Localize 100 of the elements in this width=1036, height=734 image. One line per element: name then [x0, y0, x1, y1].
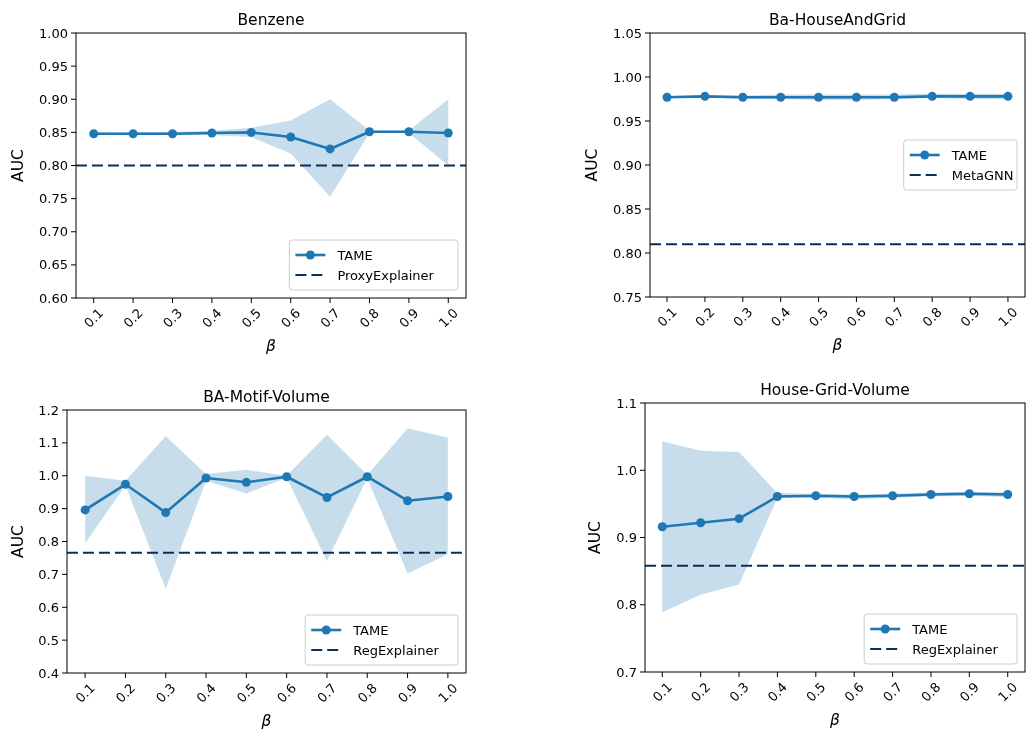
- point: [404, 127, 414, 137]
- y-tick-label: 0.70: [39, 224, 68, 240]
- point: [1003, 489, 1013, 499]
- point: [89, 129, 99, 139]
- point: [80, 505, 90, 515]
- x-tick-label: 1.0: [995, 679, 1021, 705]
- point: [128, 129, 138, 139]
- point: [811, 491, 821, 501]
- x-tick-label: 0.7: [881, 304, 907, 330]
- point: [888, 491, 898, 501]
- y-tick-label: 0.6: [38, 599, 59, 615]
- point: [696, 518, 706, 528]
- y-tick-label: 1.0: [616, 462, 637, 478]
- x-tick-label: 0.4: [199, 305, 225, 331]
- point: [364, 127, 374, 137]
- y-tick-label: 0.95: [39, 58, 68, 74]
- point: [322, 492, 332, 502]
- x-axis-title: β: [265, 337, 277, 355]
- y-tick-label: 0.5: [38, 632, 59, 648]
- legend-label: ProxyExplainer: [337, 267, 435, 283]
- y-axis-title: AUC: [583, 148, 601, 182]
- y-tick-label: 0.8: [616, 597, 637, 613]
- x-axis-title: β: [831, 336, 843, 354]
- x-tick-label: 0.2: [692, 304, 718, 330]
- y-tick-label: 0.95: [613, 113, 642, 129]
- point: [161, 508, 171, 518]
- chart-title: BA-Motif-Volume: [203, 388, 330, 406]
- y-tick-label: 1.1: [38, 435, 59, 451]
- point: [443, 491, 453, 501]
- x-tick-label: 0.9: [956, 679, 982, 705]
- point: [443, 128, 453, 138]
- point: [168, 129, 178, 139]
- x-tick-label: 0.1: [649, 679, 675, 705]
- x-tick-label: 1.0: [435, 680, 461, 706]
- point: [241, 477, 251, 487]
- x-tick-label: 0.4: [768, 304, 794, 330]
- point: [926, 489, 936, 499]
- x-tick-label: 0.8: [918, 679, 944, 705]
- y-axis-title: AUC: [9, 525, 27, 558]
- point: [657, 522, 667, 532]
- chart-title: Ba-HouseAndGrid: [768, 11, 907, 29]
- y-tick-label: 1.0: [38, 468, 59, 484]
- x-axis-title: β: [829, 711, 841, 729]
- point: [282, 472, 292, 482]
- x-tick-label: 0.9: [394, 680, 421, 706]
- legend-label: TAME: [911, 621, 948, 637]
- x-tick-label: 0.6: [274, 680, 300, 706]
- x-tick-label: 0.6: [278, 305, 304, 331]
- x-tick-label: 0.5: [805, 304, 832, 330]
- x-tick-label: 0.1: [81, 305, 107, 331]
- point: [772, 491, 782, 501]
- y-tick-label: 1.2: [38, 402, 59, 418]
- x-tick-label: 0.9: [957, 304, 983, 330]
- x-tick-label: 0.1: [654, 304, 680, 330]
- point: [120, 479, 130, 489]
- y-tick-label: 0.75: [39, 191, 68, 207]
- x-tick-label: 0.4: [193, 680, 219, 706]
- x-tick-label: 0.6: [843, 304, 870, 330]
- y-tick-label: 1.00: [39, 25, 68, 41]
- x-tick-label: 0.2: [688, 679, 714, 705]
- legend-label: TAME: [950, 147, 987, 163]
- x-tick-label: 0.3: [159, 305, 186, 331]
- y-tick-label: 0.80: [613, 245, 642, 261]
- y-tick-label: 0.85: [613, 201, 642, 217]
- point: [403, 496, 413, 506]
- x-tick-label: 0.3: [730, 304, 756, 330]
- legend-label: RegExplainer: [353, 642, 440, 658]
- x-tick-label: 0.1: [72, 680, 98, 706]
- point: [849, 491, 859, 501]
- y-tick-label: 0.9: [616, 530, 637, 545]
- x-tick-label: 0.3: [726, 679, 752, 705]
- point: [325, 144, 335, 154]
- y-tick-label: 0.80: [39, 158, 68, 173]
- y-tick-label: 1.00: [613, 69, 642, 85]
- point: [246, 127, 256, 137]
- y-tick-label: 1.05: [613, 25, 642, 41]
- y-axis-title: AUC: [9, 149, 27, 182]
- legend-label: MetaGNN: [951, 167, 1014, 183]
- y-tick-label: 0.7: [38, 566, 59, 582]
- point: [964, 489, 974, 499]
- y-tick-label: 0.4: [38, 665, 59, 681]
- y-tick-label: 0.9: [38, 501, 59, 517]
- point: [201, 473, 211, 483]
- x-tick-label: 0.6: [841, 679, 867, 705]
- x-tick-label: 0.9: [396, 305, 422, 331]
- y-tick-label: 0.90: [613, 157, 642, 173]
- y-axis-title: AUC: [586, 521, 604, 554]
- x-tick-label: 0.2: [112, 680, 139, 706]
- point: [286, 132, 296, 142]
- x-tick-label: 0.7: [879, 679, 906, 705]
- x-tick-label: 0.8: [919, 304, 945, 330]
- x-tick-label: 0.7: [317, 305, 343, 331]
- y-tick-label: 0.90: [39, 91, 68, 107]
- legend-label: TAME: [336, 247, 373, 263]
- x-tick-label: 0.5: [238, 305, 264, 331]
- x-tick-label: 0.5: [233, 680, 259, 706]
- y-tick-label: 1.1: [616, 395, 637, 411]
- y-tick-label: 0.7: [616, 664, 637, 680]
- legend-label: TAME: [352, 622, 389, 638]
- x-tick-label: 0.3: [153, 680, 179, 706]
